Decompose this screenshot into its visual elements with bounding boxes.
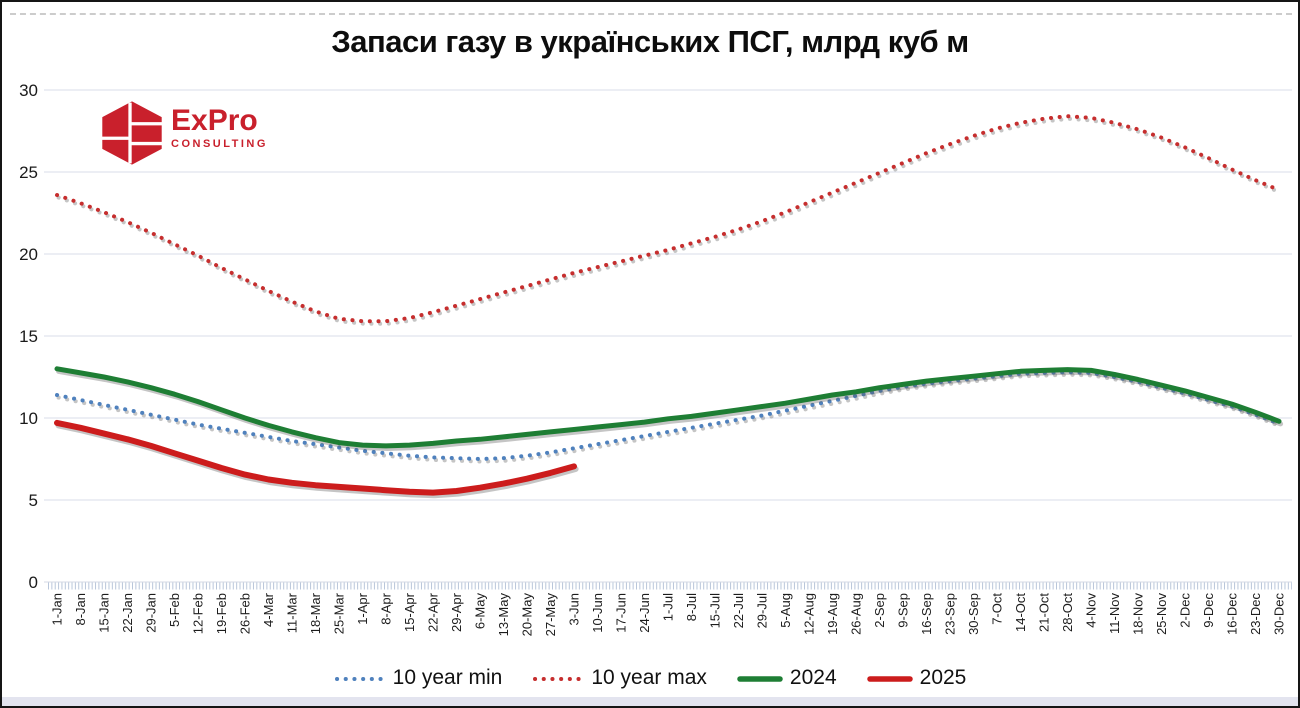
legend-swatch-icon [737,676,783,682]
expro-logo-hexagon-icon [101,101,163,165]
x-axis-tick-label: 25-Mar [332,592,347,634]
x-axis-tick-label: 1-Jan [50,593,65,626]
x-axis-tick-label: 5-Feb [167,593,182,627]
x-axis-tick-label: 15-Jan [97,593,112,633]
x-axis-tick-label: 13-May [496,593,511,637]
x-axis-tick-label: 15-Jul [708,593,723,629]
x-axis-tick-label: 8-Jan [73,593,88,626]
x-axis-tick-label: 19-Aug [825,593,840,635]
x-axis-tick-label: 30-Dec [1272,593,1287,635]
y-axis-tick-label: 10 [19,409,38,428]
x-axis-tick-label: 8-Jul [684,593,699,621]
y-axis-tick-label: 0 [29,573,38,592]
expro-logo-text: ExPro CONSULTING [171,104,268,151]
x-axis-tick-label: 4-Mar [261,592,276,627]
x-axis-tick-label: 1-Jul [661,593,676,621]
series-shadow-10-year-min [56,372,1283,464]
legend-label: 2025 [919,666,967,689]
x-axis-tick-label: 27-May [543,593,558,637]
legend-swatch-icon [866,676,913,682]
x-axis-tick-label: 19-Feb [214,593,229,634]
x-axis-tick-label: 29-Jan [144,593,159,633]
chart-legend: 10 year min 10 year max 2024 2025 [2,662,1298,694]
x-axis-tick-label: 8-Apr [379,592,394,624]
x-axis-tick-label: 3-Jun [567,593,582,626]
legend-label: 2024 [789,666,837,689]
x-axis-tick-label: 24-Jun [637,593,652,633]
y-axis-tick-label: 5 [29,491,38,510]
x-axis-tick-label: 28-Oct [1060,593,1075,632]
x-axis-tick-label: 6-May [473,593,488,630]
x-axis-tick-label: 18-Mar [308,592,323,634]
x-axis-tick-label: 9-Dec [1201,593,1216,628]
y-axis-tick-label: 15 [19,327,38,346]
x-axis-tick-label: 5-Aug [778,593,793,628]
x-axis-tick-label: 4-Nov [1084,593,1099,628]
y-axis-tick-label: 30 [19,81,38,100]
series-line-2025 [54,419,577,496]
series-shadow-2024 [56,368,1284,451]
top-divider [10,13,1292,15]
series-line-10-year-max [55,114,1281,324]
expro-logo-name: ExPro [171,104,258,137]
x-axis-tick-label: 23-Sep [943,593,958,635]
x-axis-tick-label: 12-Feb [191,593,206,634]
x-axis-tick-label: 26-Aug [849,593,864,635]
x-axis-tick-label: 2-Sep [872,593,887,628]
x-axis-tick-label: 9-Sep [896,593,911,628]
x-axis-tick-label: 26-Feb [238,593,253,634]
x-axis-tick-label: 14-Oct [1013,593,1028,632]
legend-label: 10 year max [591,666,707,689]
x-axis-tick-label: 12-Aug [802,593,817,635]
x-axis-tick-label: 11-Mar [285,592,300,633]
legend-item-10-year-min: 10 year min [334,666,503,690]
x-axis-tick-label: 21-Oct [1037,593,1052,632]
x-axis-tick-label: 17-Jun [614,593,629,633]
x-axis-tick-label: 29-Apr [449,592,464,632]
x-axis-tick-label: 7-Oct [990,593,1005,625]
x-axis-tick-label: 20-May [520,593,535,637]
expro-logo-subtitle: CONSULTING [171,138,268,150]
legend-item-2025: 2025 [866,666,967,690]
series-line-2024 [54,366,1282,449]
x-axis-tick-label: 22-Jul [731,593,746,629]
x-axis-tick-label: 22-Jan [120,593,135,633]
x-axis-tick-label: 29-Jul [755,593,770,629]
x-axis-tick-label: 1-Apr [355,592,370,624]
x-axis-tick-label: 2-Dec [1178,593,1193,628]
footer-strip [2,697,1298,706]
x-axis-tick-label: 22-Apr [426,592,441,632]
x-axis-tick-label: 25-Nov [1154,593,1169,635]
x-axis-tick-label: 18-Nov [1131,593,1146,635]
legend-swatch-icon [334,677,385,681]
legend-swatch-icon [533,677,584,681]
x-axis-tick-label: 15-Apr [402,592,417,632]
series-shadow-10-year-max [56,116,1283,326]
x-axis-tick-label: 16-Dec [1225,593,1240,635]
x-axis-tick-label: 16-Sep [919,593,934,635]
legend-item-10-year-max: 10 year max [532,666,707,690]
x-axis-tick-label: 30-Sep [966,593,981,635]
legend-item-2024: 2024 [737,666,837,690]
x-axis-tick-label: 11-Nov [1107,593,1122,634]
series-line-10-year-min [55,370,1281,461]
page-title: Запаси газу в українських ПСГ, млрд куб … [331,24,969,59]
y-axis-tick-label: 20 [19,245,38,264]
x-axis-tick-label: 23-Dec [1248,593,1263,635]
x-axis-tick-label: 10-Jun [590,593,605,633]
y-axis-tick-label: 25 [19,163,38,182]
expro-logo: ExPro CONSULTING [99,98,299,168]
legend-label: 10 year min [392,666,503,689]
